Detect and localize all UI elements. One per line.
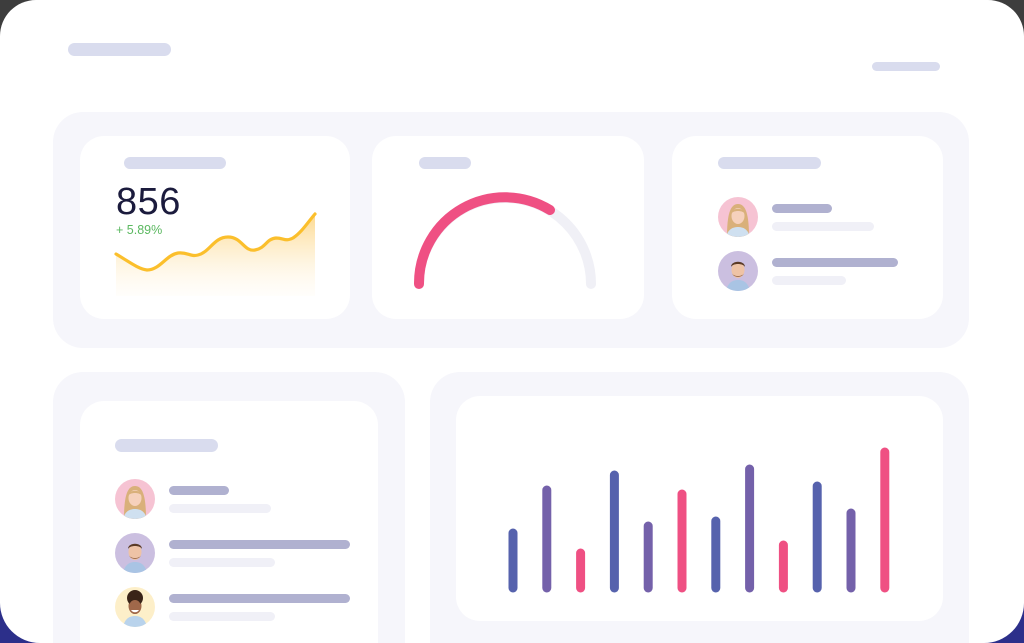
person-name-placeholder [169,540,350,549]
stat-delta: + 5.89% [116,223,163,237]
people-card-title-placeholder [718,157,821,169]
avatar-woman-blonde[interactable] [718,197,758,237]
person-name-placeholder [772,204,832,213]
avatar-woman-blonde[interactable] [115,479,155,519]
person-detail-placeholder [772,276,846,285]
person-name-placeholder [169,594,350,603]
people-card-large[interactable] [80,401,378,643]
avatar-man-curly[interactable] [115,587,155,627]
avatar-man-beard[interactable] [718,251,758,291]
person-woman-icon [726,204,750,237]
team-card-title-placeholder [115,439,218,452]
sparkline-chart [114,212,317,296]
stat-card-title-placeholder [124,157,226,169]
person-man-curly-icon [123,590,147,627]
sparkline-area [116,214,315,296]
person-woman-icon [123,486,147,519]
person-man-icon [123,543,147,573]
gauge-card-title-placeholder [419,157,471,169]
bar-chart-card[interactable] [456,396,943,621]
gauge-track [414,193,596,289]
people-card-small[interactable] [672,136,943,319]
avatar-man-beard[interactable] [115,533,155,573]
header-action-placeholder[interactable] [872,62,940,71]
person-man-icon [726,261,750,291]
stat-value: 856 [116,181,181,223]
person-detail-placeholder [772,222,874,231]
person-detail-placeholder [169,558,275,567]
gauge-chart [413,192,596,289]
gauge-card[interactable]: 88% [372,136,644,416]
person-detail-placeholder [169,504,271,513]
bar-chart [508,447,890,593]
page-title-placeholder [68,43,171,56]
person-detail-placeholder [169,612,275,621]
sparkline-line [114,212,317,272]
gauge-fill [413,192,555,289]
person-name-placeholder [169,486,229,495]
person-name-placeholder [772,258,898,267]
